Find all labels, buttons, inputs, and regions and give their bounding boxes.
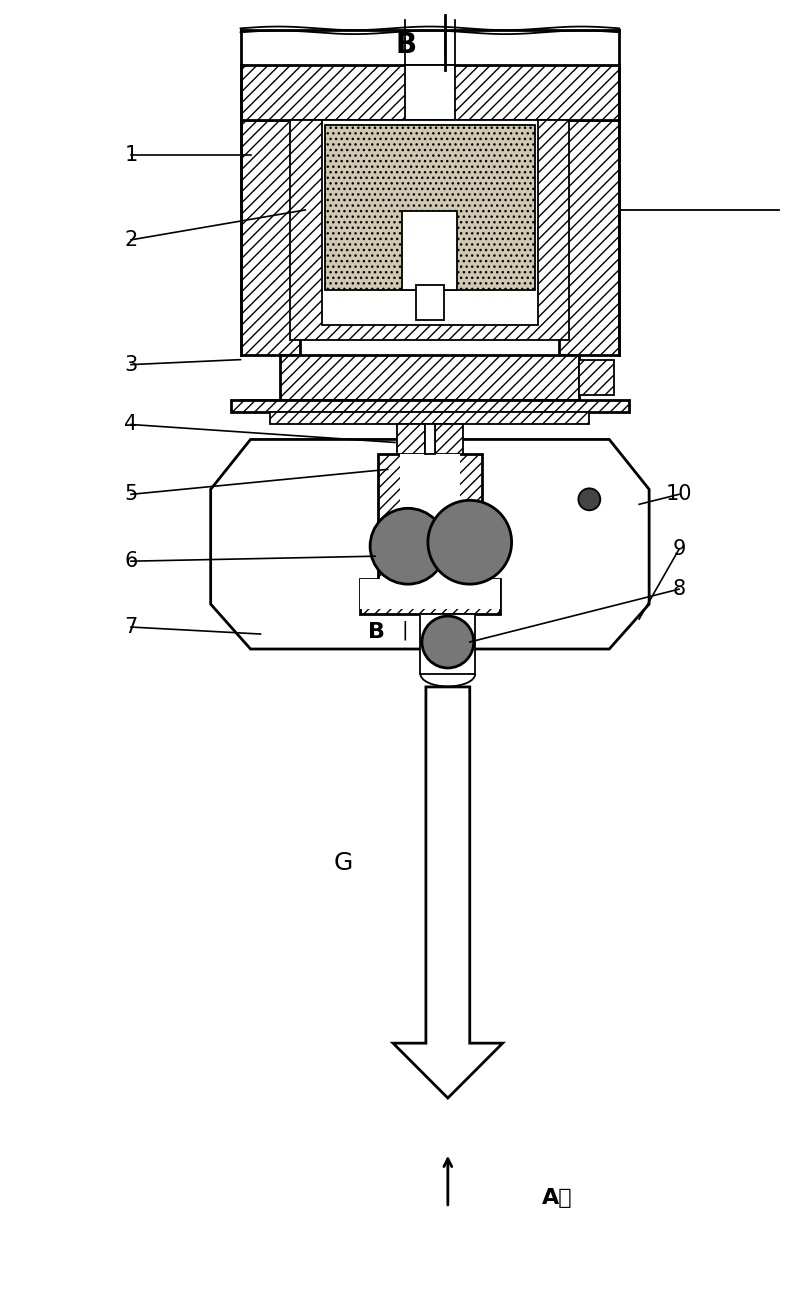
Circle shape	[422, 616, 474, 668]
Bar	[421, 614, 475, 674]
Bar	[290, 120, 570, 339]
Bar	[579, 360, 614, 395]
Text: 8: 8	[673, 579, 686, 599]
Text: 1: 1	[124, 145, 138, 165]
Text: |: |	[402, 621, 408, 640]
Text: B: B	[368, 622, 385, 642]
Text: 5: 5	[124, 485, 138, 504]
Bar	[241, 120, 300, 355]
Bar	[559, 120, 619, 355]
Text: 4: 4	[124, 414, 138, 434]
Text: 6: 6	[124, 551, 138, 572]
Bar	[241, 400, 302, 409]
Circle shape	[370, 508, 446, 585]
Text: B: B	[396, 31, 417, 60]
Bar	[230, 400, 630, 412]
Bar	[322, 120, 538, 325]
Bar	[270, 412, 590, 425]
Text: 3: 3	[124, 355, 138, 374]
Bar	[397, 425, 425, 455]
Bar	[326, 125, 534, 290]
Text: A向: A向	[542, 1187, 573, 1208]
Bar	[435, 425, 462, 455]
Text: 9: 9	[672, 539, 686, 559]
Bar	[408, 455, 452, 534]
Bar	[281, 355, 579, 400]
Bar	[402, 210, 458, 290]
Circle shape	[578, 488, 600, 511]
Text: |: |	[441, 31, 449, 56]
Bar	[405, 65, 455, 120]
Polygon shape	[360, 455, 500, 614]
Text: 2: 2	[124, 230, 138, 249]
Polygon shape	[210, 439, 649, 650]
Bar	[425, 425, 435, 455]
Polygon shape	[360, 455, 500, 609]
Bar	[416, 284, 444, 320]
Text: 7: 7	[124, 617, 138, 637]
Circle shape	[428, 500, 512, 585]
Text: 10: 10	[666, 485, 692, 504]
Text: G: G	[334, 851, 353, 874]
Polygon shape	[393, 687, 502, 1098]
Bar	[241, 65, 619, 120]
Bar	[415, 455, 445, 534]
